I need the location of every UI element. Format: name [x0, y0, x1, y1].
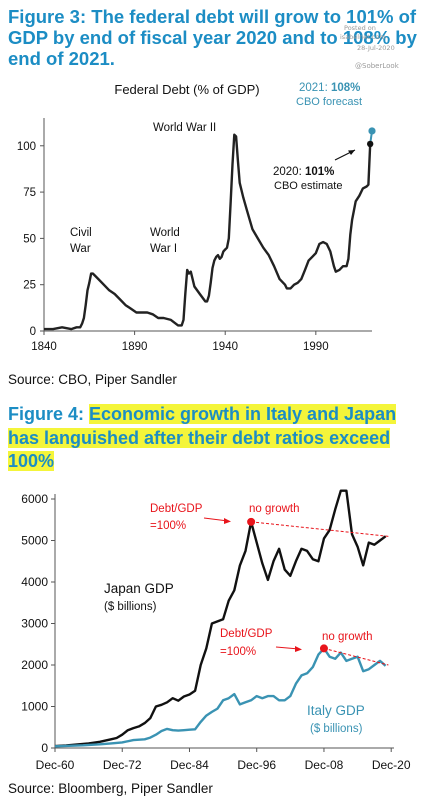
estimate-annotation: 2020: 101%: [273, 166, 334, 178]
italy-gdp-label-line2: ($ billions): [310, 723, 363, 735]
chart1-ytick-label: 0: [30, 326, 36, 338]
forecast-subtext: CBO forecast: [296, 96, 362, 108]
ww2-label: World War II: [153, 122, 216, 134]
japan-no-growth-label: no growth: [249, 503, 300, 515]
chart2-xtick-label: Dec-72: [103, 758, 142, 772]
chart2-ytick-label: 3000: [21, 617, 48, 631]
italy-gdp-label-line1: Italy GDP: [307, 703, 365, 718]
forecast-year: 2021:: [299, 82, 328, 94]
estimate-arrow-head: [348, 150, 355, 155]
ww1-label-line2: War I: [150, 243, 177, 255]
japan-debt-arrow-head: [224, 518, 231, 524]
civil-war-label-line1: Civil: [70, 227, 92, 239]
italy-trend-line: [323, 647, 389, 666]
chart1-ytick-label: 50: [23, 233, 36, 245]
italy-debt-label-line2: =100%: [220, 646, 256, 658]
italy-debt-marker: [319, 644, 328, 653]
estimate-2020-marker: [366, 140, 374, 148]
figure3-title: Figure 3: The federal debt will grow to …: [8, 6, 420, 69]
chart2-ytick-label: 2000: [21, 658, 48, 672]
chart1-xtick-label: 1940: [212, 341, 238, 353]
italy-gdp-line: [54, 647, 387, 748]
chart2-xtick-label: Dec-20: [372, 758, 411, 772]
chart1-xtick-label: 1840: [31, 341, 57, 353]
figure4-source: Source: Bloomberg, Piper Sandler: [8, 781, 213, 796]
figure3-title-prefix: Figure 3:: [8, 6, 87, 27]
civil-war-label-line2: War: [70, 243, 91, 255]
japan-debt-marker: [247, 517, 256, 526]
federal-debt-line: [44, 133, 372, 331]
watermark-handle: @SoberLook: [355, 62, 399, 70]
chart2-xtick-label: Dec-08: [305, 758, 344, 772]
italy-debt-label-line1: Debt/GDP: [220, 628, 273, 640]
japan-gdp-label-line2: ($ billions): [104, 601, 157, 613]
italy-no-growth-label: no growth: [322, 631, 373, 643]
estimate-value: 101%: [305, 166, 334, 178]
chart2-xtick-label: Dec-96: [237, 758, 276, 772]
chart1-title: Federal Debt (% of GDP): [114, 82, 259, 97]
chart1-ytick-label: 100: [17, 141, 36, 153]
figure4-title-prefix: Figure 4:: [8, 404, 85, 424]
ww1-label-line1: World: [150, 227, 180, 239]
japan-debt-label-line2: =100%: [150, 520, 186, 532]
japan-trend-line: [251, 521, 389, 537]
chart1-xtick-label: 1990: [303, 341, 329, 353]
chart1-ytick-label: 25: [23, 280, 36, 292]
figure3-source: Source: CBO, Piper Sandler: [8, 372, 177, 387]
federal-debt-chart: Federal Debt (% of GDP) 0 25 50 75 100 1840 1…: [17, 82, 376, 353]
figure4-title: Figure 4: Economic growth in Italy and J…: [8, 403, 420, 474]
chart1-ytick-label: 75: [23, 187, 36, 199]
japan-gdp-label-line1: Japan GDP: [104, 581, 174, 596]
chart1-xtick-label: 1890: [122, 341, 148, 353]
chart2-ytick-label: 5000: [21, 534, 48, 548]
chart2-ytick-label: 6000: [21, 492, 48, 506]
figure3-title-text: The federal debt will grow to 101% of GD…: [8, 6, 417, 69]
estimate-subtext: CBO estimate: [274, 180, 342, 192]
chart2-ytick-label: 4000: [21, 575, 48, 589]
chart2-ytick-label: 1000: [21, 700, 48, 714]
forecast-2021-marker: [368, 127, 376, 135]
watermark-site: isabelnet.com: [340, 33, 386, 41]
chart2-xtick-label: Dec-60: [36, 758, 75, 772]
watermark-posted-on: Posted on: [344, 24, 376, 32]
forecast-annotation: 2021: 108%: [299, 82, 360, 94]
japan-italy-gdp-chart: 0 1000 2000 3000 4000 5000 6000 Dec-60 Dec-72 De…: [21, 489, 411, 772]
watermark-date: 28-Jul-2020: [357, 44, 395, 52]
chart2-ytick-label: 0: [41, 741, 48, 755]
forecast-value: 108%: [331, 82, 360, 94]
italy-debt-arrow-head: [295, 646, 302, 652]
japan-gdp-line: [54, 489, 387, 748]
chart2-xtick-label: Dec-84: [170, 758, 209, 772]
japan-debt-label-line1: Debt/GDP: [150, 503, 203, 515]
estimate-year: 2020:: [273, 166, 302, 178]
